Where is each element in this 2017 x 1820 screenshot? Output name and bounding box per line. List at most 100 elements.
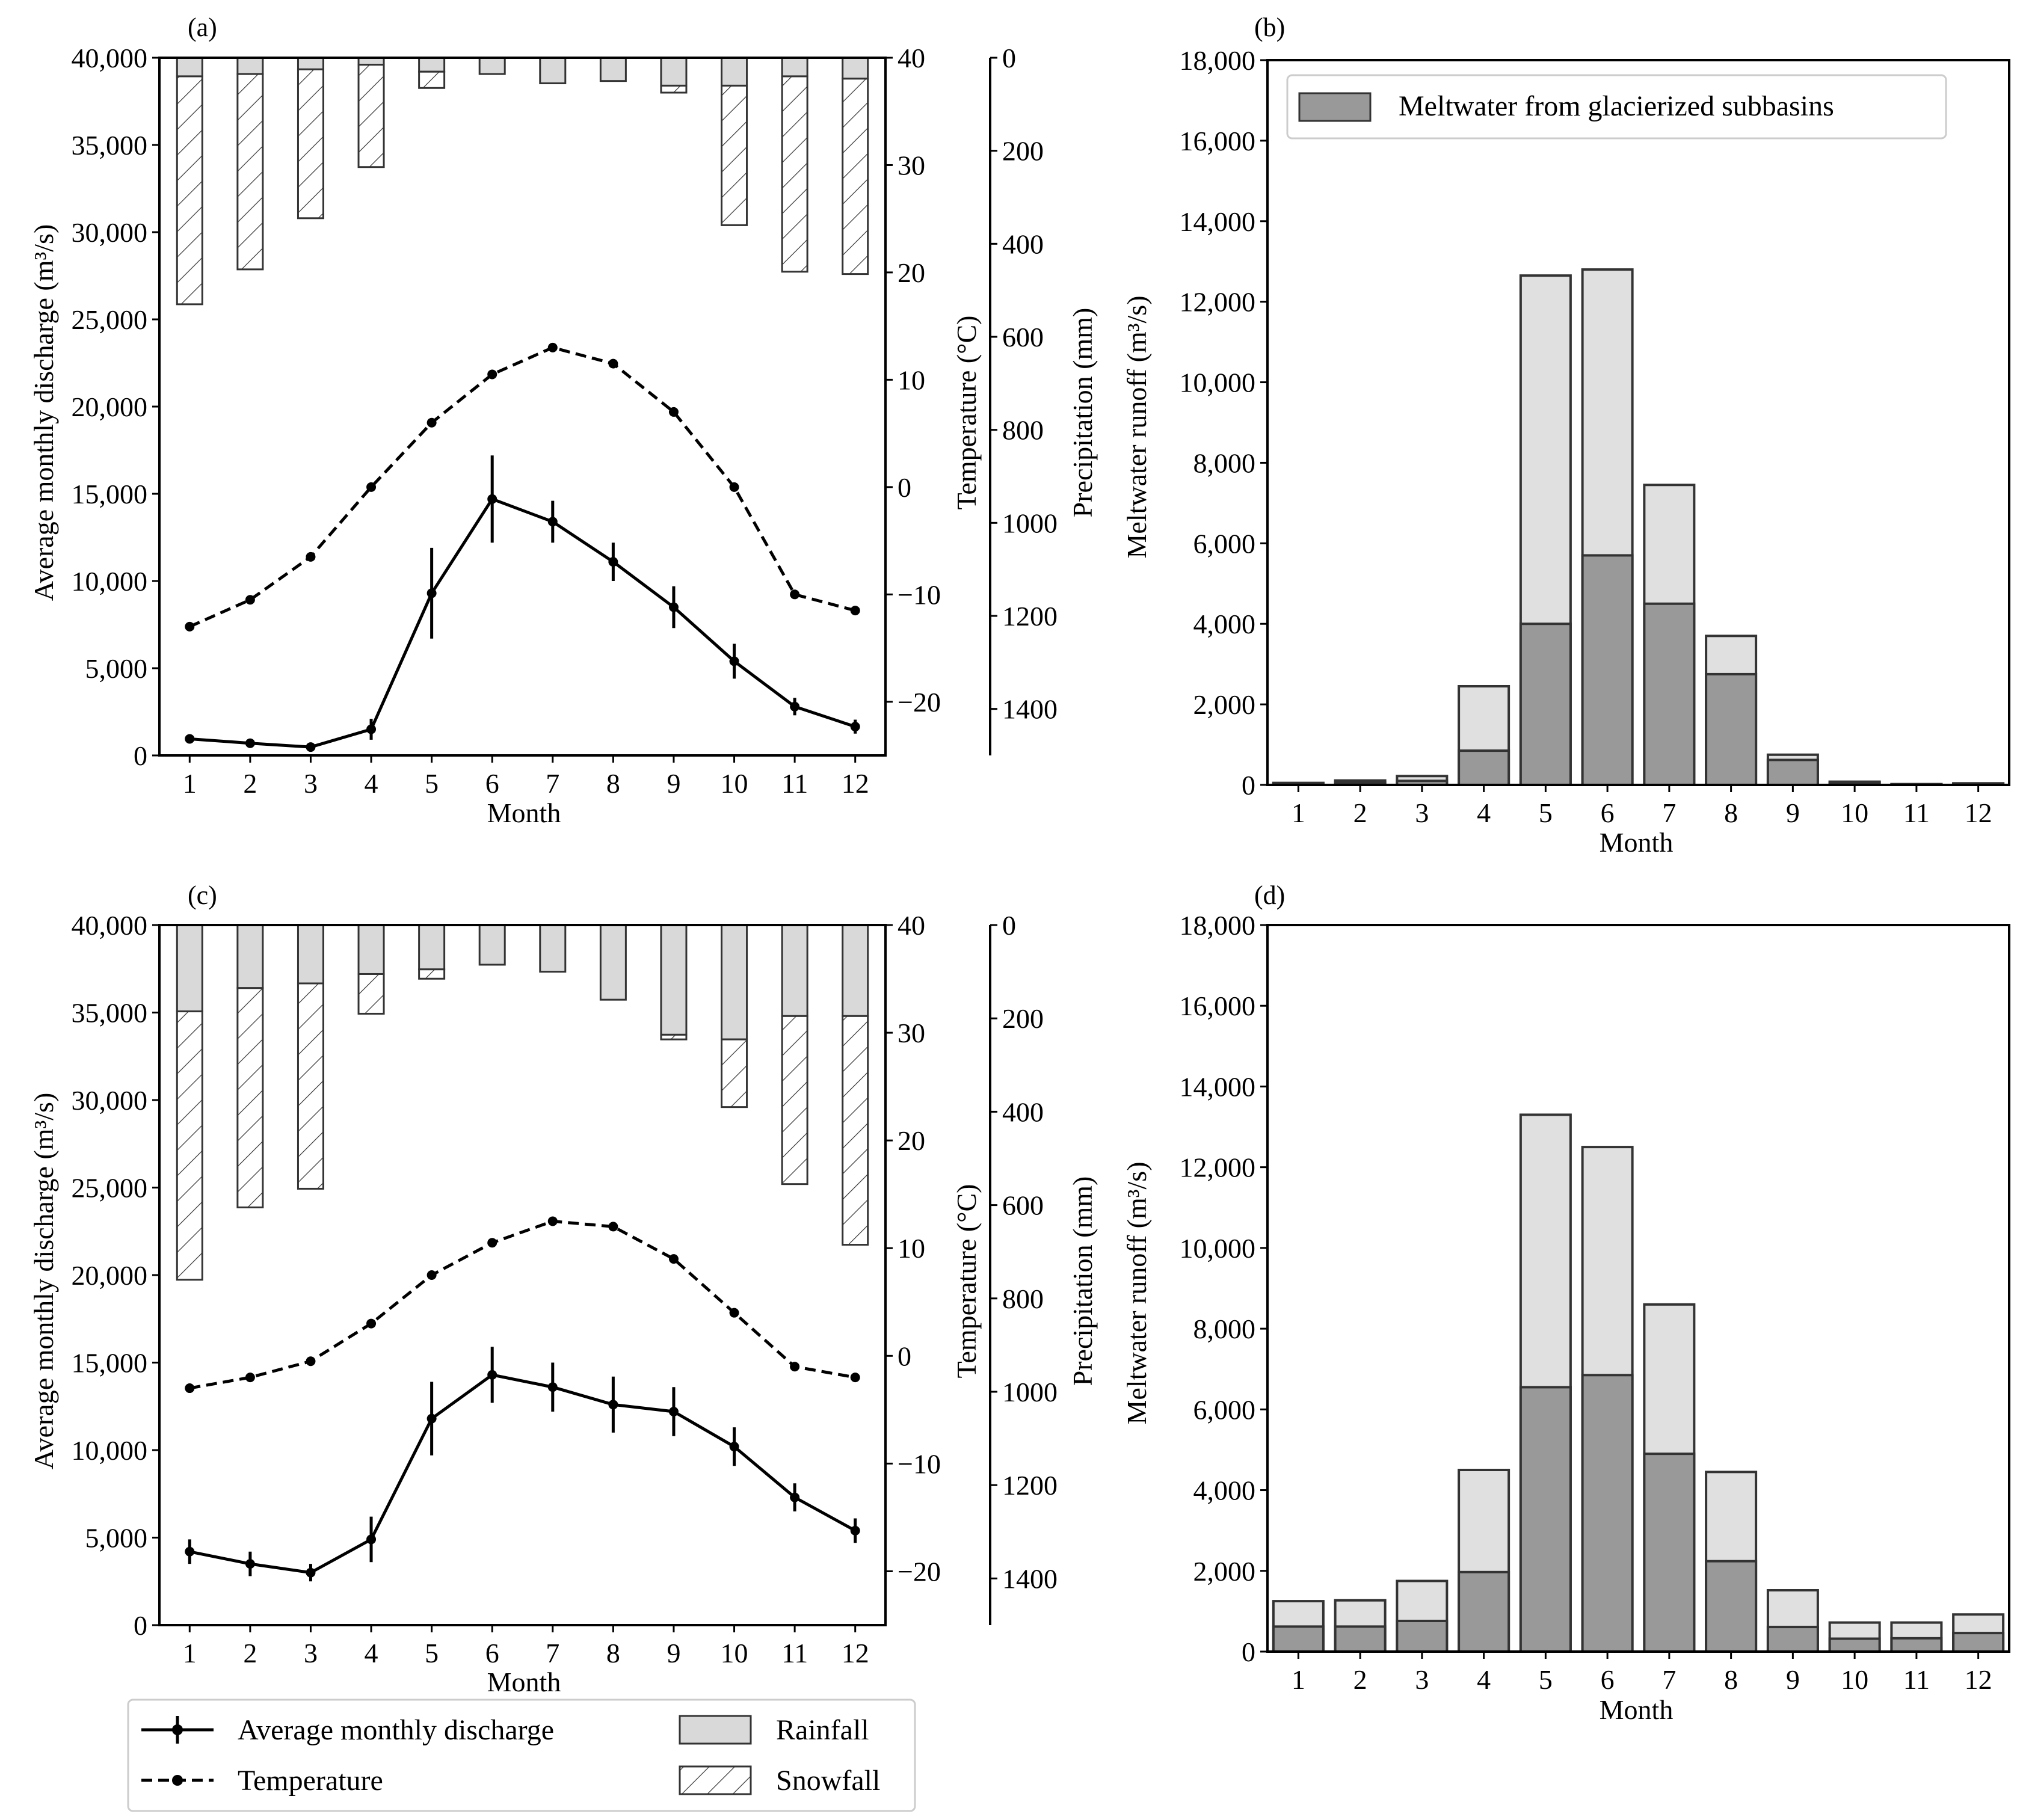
a-discharge-point-5 xyxy=(426,588,437,598)
c-temp-tick-label: 20 xyxy=(898,1125,925,1156)
b-month-label: 2 xyxy=(1353,798,1367,828)
a-month-label: 5 xyxy=(425,768,439,799)
a-precip-tick-label: 1000 xyxy=(1002,508,1058,538)
c-discharge-point-7 xyxy=(547,1382,558,1392)
c-discharge-point-5 xyxy=(426,1413,437,1424)
d-glacier-bar-1 xyxy=(1272,1625,1325,1653)
a-temperature-line xyxy=(189,346,856,629)
a-discharge-point-4 xyxy=(366,724,377,734)
a-snow-bar-9 xyxy=(660,84,688,94)
c-discharge-line xyxy=(189,1373,856,1575)
c-month-label: 2 xyxy=(243,1638,257,1668)
panel-a-label: (a) xyxy=(188,13,217,42)
a-discharge-point-6 xyxy=(487,494,497,504)
c-snow-bar-2 xyxy=(236,987,264,1208)
c-discharge-point-4 xyxy=(366,1534,377,1545)
b-y-tick-label: 6,000 xyxy=(1193,528,1256,559)
a-rain-bar-9 xyxy=(660,57,688,87)
c-discharge-point-6 xyxy=(487,1370,497,1380)
a-rain-bar-1 xyxy=(176,57,203,78)
b-y-tick-label: 0 xyxy=(1242,770,1255,801)
a-discharge-point-2 xyxy=(245,738,255,748)
a-discharge-tick-label: 0 xyxy=(134,740,147,771)
b-y-tick-label: 12,000 xyxy=(1180,287,1256,318)
panel-d-ylabel: Meltwater runoff (m³/s) xyxy=(1121,1161,1152,1424)
c-discharge-point-1 xyxy=(185,1546,195,1557)
c-snow-bar-12 xyxy=(842,1015,869,1246)
c-month-label: 4 xyxy=(365,1638,378,1668)
a-temp-tick-label: 10 xyxy=(898,364,925,395)
a-rain-bar-5 xyxy=(418,57,446,73)
a-plot-frame xyxy=(158,57,887,757)
d-y-tick-label: 8,000 xyxy=(1193,1314,1256,1344)
c-temperature-point-9 xyxy=(668,1254,679,1264)
d-glacier-bar-6 xyxy=(1581,1374,1634,1653)
c-precip-tick-label: 1400 xyxy=(1002,1563,1058,1594)
c-rain-bar-11 xyxy=(781,924,808,1017)
a-temperature-point-10 xyxy=(729,482,739,492)
d-glacier-bar-12 xyxy=(1952,1632,2005,1653)
d-glacier-bar-8 xyxy=(1705,1560,1758,1653)
a-temperature-point-5 xyxy=(426,417,437,428)
c-temperature-point-7 xyxy=(547,1216,558,1226)
d-y-tick-label: 0 xyxy=(1242,1637,1255,1667)
panel-a-ylabel: Average monthly discharge (m³/s) xyxy=(28,224,59,601)
a-discharge-tick-label: 10,000 xyxy=(72,566,148,597)
a-precip-tick-label: 600 xyxy=(1002,322,1044,352)
a-snow-bar-11 xyxy=(781,75,808,273)
a-temperature-point-7 xyxy=(547,342,558,352)
c-precip-tick-label: 800 xyxy=(1002,1284,1044,1314)
c-month-label: 5 xyxy=(425,1638,439,1668)
a-month-label: 2 xyxy=(243,768,257,799)
a-rain-bar-7 xyxy=(539,57,567,85)
panel-c-temp-label: Temperature (°C) xyxy=(951,1184,982,1379)
c-rain-bar-7 xyxy=(539,924,567,973)
panel-c-xlabel: Month xyxy=(487,1667,561,1697)
a-month-label: 10 xyxy=(721,768,748,799)
c-temperature-point-10 xyxy=(729,1308,739,1318)
c-temperature-point-4 xyxy=(366,1318,377,1329)
a-temp-tick-label: 40 xyxy=(898,43,925,73)
c-precip-tick-label: 600 xyxy=(1002,1190,1044,1221)
d-glacier-bar-3 xyxy=(1396,1619,1449,1653)
panel-c-plot: 0 5,000 10,000 15,000 20,000 25,000 30,000 35,0… xyxy=(72,910,1058,1668)
c-discharge-tick-label: 35,000 xyxy=(72,998,148,1028)
c-snow-bar-4 xyxy=(357,973,385,1015)
c-month-label: 7 xyxy=(546,1638,559,1668)
panel-c-label: (c) xyxy=(188,881,217,910)
a-snow-bar-12 xyxy=(842,78,869,275)
a-month-label: 6 xyxy=(485,768,499,799)
c-precip-tick-label: 1200 xyxy=(1002,1470,1058,1501)
a-temp-tick-label: −20 xyxy=(898,687,941,718)
c-temperature-point-6 xyxy=(487,1238,497,1248)
legend-temperature-marker xyxy=(172,1775,183,1786)
c-snow-bar-5 xyxy=(418,968,446,980)
b-month-label: 12 xyxy=(1965,798,1992,828)
d-month-label: 9 xyxy=(1786,1664,1800,1695)
a-temp-tick-label: 30 xyxy=(898,150,925,180)
b-y-tick-label: 10,000 xyxy=(1180,367,1256,398)
c-rain-bar-1 xyxy=(176,924,203,1013)
a-temperature-point-12 xyxy=(850,606,860,616)
c-temp-tick-label: −20 xyxy=(898,1556,941,1587)
a-precip-tick-label: 1200 xyxy=(1002,601,1058,632)
a-rain-bar-12 xyxy=(842,57,869,80)
d-glacier-bar-11 xyxy=(1890,1637,1943,1653)
c-discharge-point-9 xyxy=(668,1406,679,1416)
a-month-label: 7 xyxy=(546,768,559,799)
d-y-tick-label: 10,000 xyxy=(1180,1233,1256,1264)
c-temperature-line xyxy=(189,1219,856,1390)
b-month-label: 6 xyxy=(1601,798,1615,828)
a-discharge-tick-label: 25,000 xyxy=(72,304,148,335)
a-discharge-line xyxy=(189,497,856,749)
a-snow-bar-4 xyxy=(357,64,385,168)
panel-a-precip-label: Precipitation (mm) xyxy=(1067,308,1098,518)
c-rain-bar-3 xyxy=(297,924,324,985)
a-month-label: 11 xyxy=(781,768,808,799)
a-snow-bar-2 xyxy=(236,73,264,271)
b-glacier-bar-7 xyxy=(1643,602,1696,786)
c-discharge-tick-label: 40,000 xyxy=(72,910,148,941)
d-month-label: 8 xyxy=(1724,1664,1738,1695)
c-rain-bar-12 xyxy=(842,924,869,1017)
b-glacier-bar-5 xyxy=(1519,623,1572,786)
